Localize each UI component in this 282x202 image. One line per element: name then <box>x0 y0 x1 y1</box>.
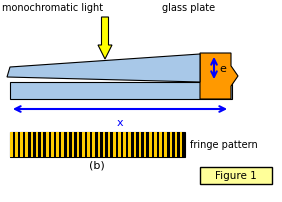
Polygon shape <box>200 167 272 184</box>
Polygon shape <box>92 132 95 157</box>
Polygon shape <box>7 55 200 83</box>
Polygon shape <box>134 132 136 157</box>
Polygon shape <box>180 132 182 157</box>
Polygon shape <box>159 132 162 157</box>
Polygon shape <box>103 132 105 157</box>
Polygon shape <box>149 132 151 157</box>
Polygon shape <box>15 132 18 157</box>
Polygon shape <box>20 132 23 157</box>
Polygon shape <box>128 132 131 157</box>
FancyArrow shape <box>98 18 112 60</box>
Polygon shape <box>25 132 28 157</box>
Polygon shape <box>51 132 54 157</box>
Polygon shape <box>56 132 59 157</box>
Polygon shape <box>10 132 185 157</box>
Text: fringe pattern: fringe pattern <box>190 140 258 150</box>
Polygon shape <box>72 132 74 157</box>
Text: Figure 1: Figure 1 <box>215 170 257 180</box>
Polygon shape <box>144 132 146 157</box>
Polygon shape <box>139 132 141 157</box>
Polygon shape <box>77 132 80 157</box>
Text: glass plate: glass plate <box>162 3 215 13</box>
Polygon shape <box>30 132 33 157</box>
Polygon shape <box>118 132 121 157</box>
Polygon shape <box>10 83 232 100</box>
Text: monochromatic light: monochromatic light <box>2 3 103 13</box>
Polygon shape <box>108 132 110 157</box>
Text: (b): (b) <box>89 160 105 170</box>
Polygon shape <box>36 132 38 157</box>
Polygon shape <box>123 132 126 157</box>
Polygon shape <box>67 132 69 157</box>
Polygon shape <box>154 132 157 157</box>
Text: e: e <box>219 64 226 74</box>
Polygon shape <box>113 132 116 157</box>
Polygon shape <box>164 132 167 157</box>
Polygon shape <box>200 54 238 100</box>
Text: x: x <box>117 117 123 127</box>
Polygon shape <box>98 132 100 157</box>
Polygon shape <box>175 132 177 157</box>
Polygon shape <box>61 132 64 157</box>
Polygon shape <box>87 132 90 157</box>
Polygon shape <box>41 132 43 157</box>
Polygon shape <box>82 132 85 157</box>
Polygon shape <box>46 132 49 157</box>
Polygon shape <box>169 132 172 157</box>
Polygon shape <box>10 132 13 157</box>
